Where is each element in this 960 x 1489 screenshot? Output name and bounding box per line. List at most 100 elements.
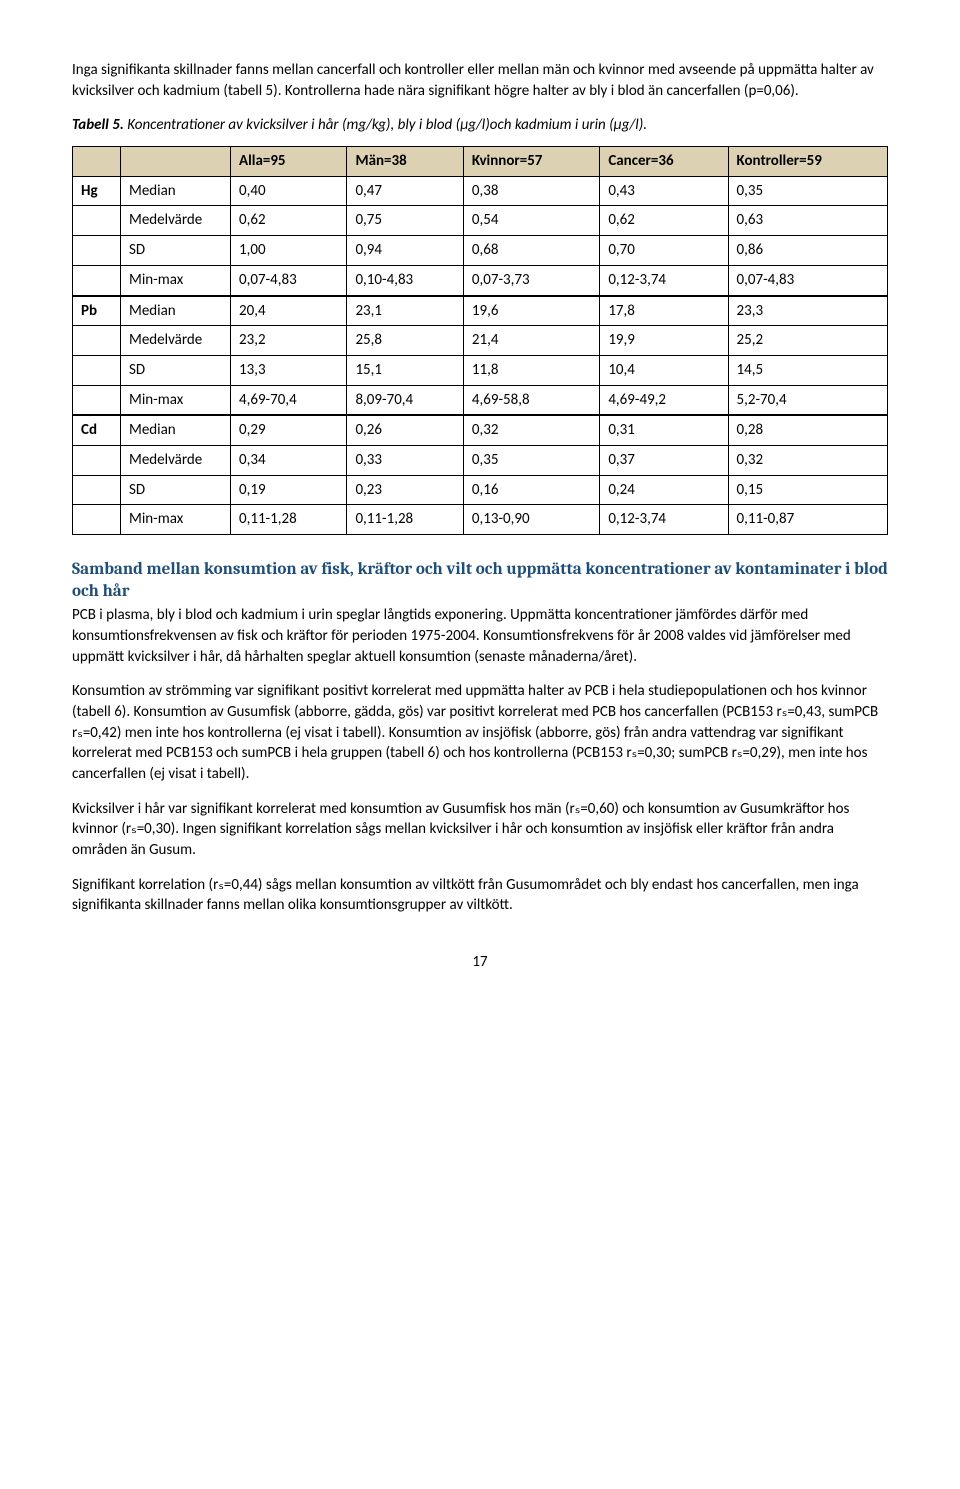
cell-value: 20,4 [231, 296, 347, 326]
cell-stat: Median [121, 415, 231, 445]
cell-stat: Min-max [121, 505, 231, 535]
table-row: CdMedian0,290,260,320,310,28 [73, 415, 888, 445]
cell-element [73, 265, 121, 295]
header-blank-2 [121, 147, 231, 177]
cell-value: 0,63 [728, 206, 887, 236]
cell-element [73, 445, 121, 475]
cell-stat: Medelvärde [121, 326, 231, 356]
cell-value: 0,12-3,74 [600, 505, 728, 535]
cell-stat: Min-max [121, 385, 231, 415]
table-header-row: Alla=95 Män=38 Kvinnor=57 Cancer=36 Kont… [73, 147, 888, 177]
concentration-table: Alla=95 Män=38 Kvinnor=57 Cancer=36 Kont… [72, 146, 888, 535]
body-paragraph-2: Konsumtion av strömming var signifikant … [72, 681, 888, 784]
cell-value: 4,69-70,4 [231, 385, 347, 415]
cell-value: 0,68 [463, 236, 599, 266]
cell-value: 0,29 [231, 415, 347, 445]
table-row: HgMedian0,400,470,380,430,35 [73, 176, 888, 206]
cell-stat: Min-max [121, 265, 231, 295]
caption-label: Tabell 5. [72, 116, 124, 134]
cell-value: 0,40 [231, 176, 347, 206]
cell-value: 25,8 [347, 326, 463, 356]
header-blank-1 [73, 147, 121, 177]
body-paragraph-3: Kvicksilver i hår var signifikant korrel… [72, 799, 888, 861]
cell-value: 13,3 [231, 355, 347, 385]
cell-value: 19,6 [463, 296, 599, 326]
cell-stat: Median [121, 296, 231, 326]
header-cancer: Cancer=36 [600, 147, 728, 177]
cell-value: 0,54 [463, 206, 599, 236]
section-heading: Samband mellan konsumtion av fisk, kräft… [72, 559, 888, 603]
cell-value: 0,15 [728, 475, 887, 505]
cell-value: 0,62 [600, 206, 728, 236]
table-row: Min-max0,11-1,280,11-1,280,13-0,900,12-3… [73, 505, 888, 535]
cell-value: 0,94 [347, 236, 463, 266]
cell-value: 0,19 [231, 475, 347, 505]
header-kontroller: Kontroller=59 [728, 147, 887, 177]
cell-value: 0,26 [347, 415, 463, 445]
cell-value: 0,43 [600, 176, 728, 206]
cell-value: 0,28 [728, 415, 887, 445]
cell-element: Hg [73, 176, 121, 206]
cell-value: 0,12-3,74 [600, 265, 728, 295]
cell-value: 19,9 [600, 326, 728, 356]
cell-value: 0,47 [347, 176, 463, 206]
table-row: Medelvärde23,225,821,419,925,2 [73, 326, 888, 356]
cell-value: 23,2 [231, 326, 347, 356]
cell-element [73, 206, 121, 236]
cell-value: 4,69-58,8 [463, 385, 599, 415]
cell-stat: SD [121, 355, 231, 385]
cell-stat: Median [121, 176, 231, 206]
cell-value: 0,35 [728, 176, 887, 206]
table-row: SD0,190,230,160,240,15 [73, 475, 888, 505]
cell-value: 0,07-3,73 [463, 265, 599, 295]
cell-value: 8,09-70,4 [347, 385, 463, 415]
cell-stat: SD [121, 236, 231, 266]
cell-value: 0,32 [728, 445, 887, 475]
page-number: 17 [72, 952, 888, 973]
table-row: SD13,315,111,810,414,5 [73, 355, 888, 385]
table-row: Medelvärde0,340,330,350,370,32 [73, 445, 888, 475]
cell-value: 0,86 [728, 236, 887, 266]
cell-value: 25,2 [728, 326, 887, 356]
cell-value: 21,4 [463, 326, 599, 356]
cell-value: 0,38 [463, 176, 599, 206]
cell-value: 0,11-1,28 [231, 505, 347, 535]
cell-value: 14,5 [728, 355, 887, 385]
cell-value: 0,11-1,28 [347, 505, 463, 535]
table-row: Min-max0,07-4,830,10-4,830,07-3,730,12-3… [73, 265, 888, 295]
cell-value: 23,1 [347, 296, 463, 326]
cell-value: 0,75 [347, 206, 463, 236]
table-caption: Tabell 5. Koncentrationer av kvicksilver… [72, 115, 888, 136]
cell-value: 0,24 [600, 475, 728, 505]
cell-value: 1,00 [231, 236, 347, 266]
body-paragraph-4: Signifikant korrelation (rₛ=0,44) sågs m… [72, 875, 888, 916]
cell-value: 15,1 [347, 355, 463, 385]
cell-element [73, 385, 121, 415]
cell-value: 0,34 [231, 445, 347, 475]
cell-value: 10,4 [600, 355, 728, 385]
body-paragraph-1: PCB i plasma, bly i blod och kadmium i u… [72, 605, 888, 667]
cell-value: 0,10-4,83 [347, 265, 463, 295]
cell-element [73, 236, 121, 266]
header-alla: Alla=95 [231, 147, 347, 177]
cell-stat: SD [121, 475, 231, 505]
cell-value: 17,8 [600, 296, 728, 326]
cell-value: 0,37 [600, 445, 728, 475]
cell-element [73, 505, 121, 535]
cell-value: 0,70 [600, 236, 728, 266]
table-row: Medelvärde0,620,750,540,620,63 [73, 206, 888, 236]
header-man: Män=38 [347, 147, 463, 177]
cell-value: 0,62 [231, 206, 347, 236]
cell-value: 0,23 [347, 475, 463, 505]
cell-element [73, 355, 121, 385]
cell-value: 0,32 [463, 415, 599, 445]
cell-stat: Medelvärde [121, 445, 231, 475]
cell-value: 0,13-0,90 [463, 505, 599, 535]
cell-element [73, 326, 121, 356]
cell-value: 0,16 [463, 475, 599, 505]
cell-value: 5,2-70,4 [728, 385, 887, 415]
table-row: Min-max4,69-70,48,09-70,44,69-58,84,69-4… [73, 385, 888, 415]
header-kvinnor: Kvinnor=57 [463, 147, 599, 177]
cell-element [73, 475, 121, 505]
cell-element: Pb [73, 296, 121, 326]
